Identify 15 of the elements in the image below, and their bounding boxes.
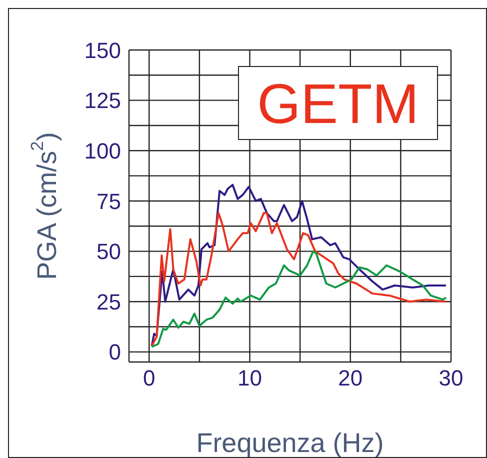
x-tick-label: 30 — [438, 366, 464, 391]
y-tick-label: 125 — [84, 88, 121, 114]
y-tick-label: 75 — [96, 188, 121, 214]
annotation: GETM — [238, 66, 438, 140]
y-tick-label: 150 — [84, 38, 121, 63]
line-series — [150, 250, 447, 348]
y-tick-label: 0 — [108, 340, 121, 365]
x-tick-label: 20 — [338, 366, 363, 391]
x-tick-label: 10 — [238, 366, 262, 391]
y-tick-label: 25 — [96, 289, 121, 314]
x-tick-label: 0 — [143, 366, 156, 391]
y-tick-label: 50 — [96, 239, 121, 264]
y-tick-label: 100 — [84, 138, 121, 164]
line-series — [150, 184, 447, 347]
line-series — [150, 212, 447, 347]
